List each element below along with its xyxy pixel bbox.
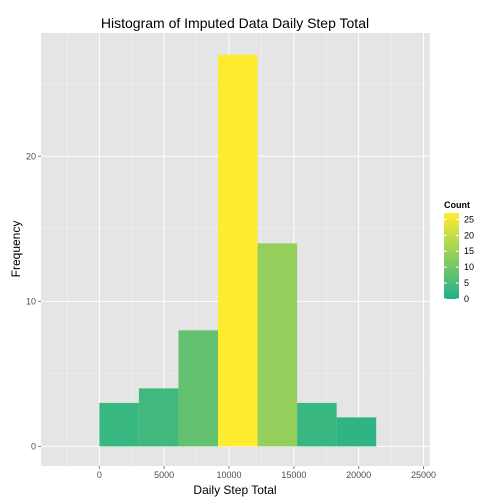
chart-title: Histogram of Imputed Data Daily Step Tot…: [101, 15, 369, 31]
x-axis-title: Daily Step Total: [193, 483, 276, 497]
y-axis-ticks: 0 10 20: [26, 151, 41, 451]
x-tick-label: 0: [97, 470, 102, 480]
legend-tick-label: 15: [464, 246, 474, 256]
y-tick-label: 10: [26, 296, 36, 306]
histogram-bar: [257, 243, 298, 447]
minor-gridlines: [41, 33, 430, 466]
legend-tick-label: 5: [464, 278, 469, 288]
x-tick-label: 5000: [154, 470, 174, 480]
legend-title: Count: [444, 200, 470, 210]
x-tick-label: 15000: [281, 470, 306, 480]
legend: Count 25 20 15 10 5 0: [444, 200, 474, 304]
legend-ticks: 25 20 15 10 5 0: [444, 214, 474, 304]
legend-tick-label: 10: [464, 262, 474, 272]
y-tick-label: 0: [31, 441, 36, 451]
histogram-bar: [336, 417, 377, 447]
legend-tick-label: 20: [464, 230, 474, 240]
histogram-bar: [138, 388, 179, 447]
x-tick-label: 10000: [217, 470, 242, 480]
y-tick-label: 20: [26, 151, 36, 161]
x-axis-ticks: 0 5000 10000 15000 20000 25000: [97, 466, 436, 480]
x-tick-label: 25000: [411, 470, 436, 480]
legend-tick-label: 0: [464, 294, 469, 304]
x-tick-label: 20000: [346, 470, 371, 480]
legend-tick-label: 25: [464, 214, 474, 224]
histogram-bar: [99, 402, 139, 447]
y-axis-title: Frequency: [9, 221, 23, 278]
histogram-bar: [297, 402, 337, 447]
histogram-bars: [99, 54, 377, 447]
histogram-bar: [178, 330, 218, 447]
histogram-bar: [217, 54, 258, 447]
legend-colorbar: [444, 213, 459, 299]
